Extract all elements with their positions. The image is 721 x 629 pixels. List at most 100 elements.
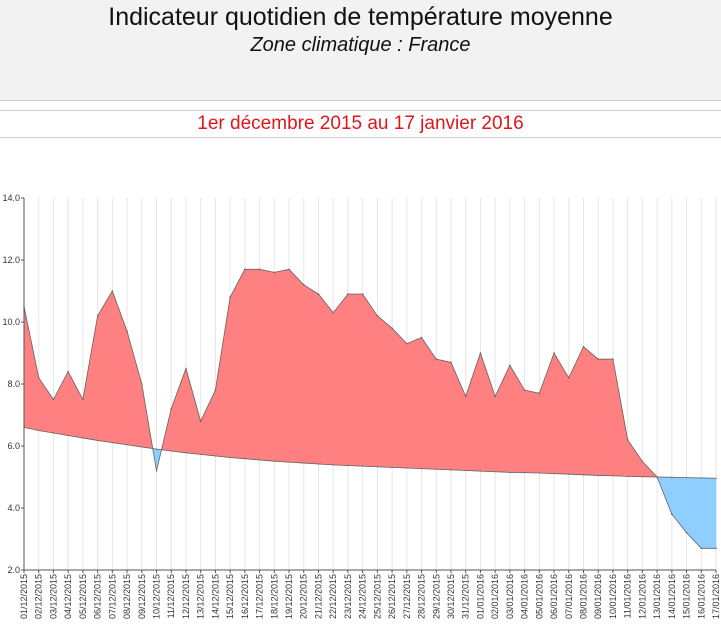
header-band	[0, 0, 721, 101]
normal-point	[465, 469, 467, 472]
x-tick-label: 01/12/2015	[19, 574, 29, 619]
x-tick-label: 12/01/2016	[637, 574, 647, 619]
normal-point	[185, 452, 187, 454]
normal-point	[288, 461, 290, 463]
y-tick-label: 4.0	[7, 503, 20, 513]
y-tick-label: 12.0	[2, 255, 20, 265]
period-band	[0, 110, 721, 138]
area-segment	[435, 358, 452, 471]
normal-point	[671, 476, 673, 478]
x-tick-label: 09/12/2015	[137, 574, 147, 619]
observed-point	[700, 547, 703, 550]
observed-point	[244, 268, 246, 271]
normal-point	[82, 437, 84, 439]
x-tick-label: 16/01/2016	[696, 574, 706, 619]
observed-point	[258, 268, 261, 271]
normal-point	[347, 464, 349, 467]
normal-point	[685, 477, 688, 479]
area-segment	[185, 368, 201, 455]
observed-point	[509, 364, 511, 367]
observed-point	[302, 284, 305, 286]
x-tick-label: 05/12/2015	[78, 574, 88, 619]
normal-point	[273, 460, 275, 462]
observed-point	[464, 395, 467, 398]
y-tick-label: 8.0	[7, 379, 20, 389]
x-tick-label: 04/12/2015	[63, 574, 73, 619]
area-segment	[568, 346, 584, 476]
x-tick-label: 07/01/2016	[564, 574, 574, 619]
x-tick-label: 16/12/2015	[240, 574, 250, 619]
area-segment	[612, 359, 628, 477]
normal-point	[479, 470, 482, 472]
x-tick-label: 03/01/2016	[505, 574, 515, 619]
area-segment	[112, 290, 128, 446]
temperature-chart: 2.0 4.0 6.0 8.0 10.0 12.0 14.0 01/12/2015 02/12/…	[2, 193, 721, 619]
y-tick-label: 14.0	[2, 193, 20, 203]
normal-point	[641, 476, 643, 478]
y-tick-label: 6.0	[7, 441, 20, 451]
observed-point	[553, 352, 555, 354]
observed-point	[361, 293, 364, 295]
observed-point	[420, 336, 423, 339]
normal-temperature-line	[23, 427, 717, 479]
x-tick-label: 29/12/2015	[431, 574, 441, 619]
observed-point	[67, 370, 69, 373]
area-segment	[82, 315, 98, 441]
x-tick-label: 27/12/2015	[402, 574, 412, 619]
observed-point	[523, 389, 526, 391]
x-tick-label: 21/12/2015	[313, 574, 323, 619]
observed-point	[332, 311, 334, 314]
observed-point	[671, 513, 673, 515]
x-tick-label: 02/01/2016	[490, 574, 500, 619]
normal-point	[450, 469, 452, 471]
x-tick-label: 02/12/2015	[34, 574, 44, 619]
observed-point	[82, 398, 84, 401]
x-tick-label: 03/12/2015	[48, 574, 58, 619]
x-tick-label: 14/01/2016	[667, 574, 677, 619]
area-segment	[539, 352, 555, 474]
observed-temperature-line	[23, 268, 716, 549]
observed-point	[317, 293, 320, 295]
observed-point	[567, 377, 570, 379]
normal-point	[612, 475, 614, 477]
observed-point	[199, 420, 202, 422]
observed-point	[641, 460, 644, 463]
area-segment	[126, 331, 143, 448]
observed-point	[52, 398, 55, 401]
x-tick-label: 13/12/2015	[196, 574, 206, 619]
observed-point	[391, 327, 393, 329]
observed-point	[406, 342, 408, 345]
normal-point	[568, 473, 570, 475]
area-segment	[53, 371, 69, 436]
area-segment	[671, 477, 687, 534]
x-tick-label: 31/12/2015	[461, 574, 471, 619]
normal-point	[52, 432, 55, 434]
normal-point	[376, 466, 378, 468]
normal-point	[435, 468, 437, 470]
x-tick-label: 26/12/2015	[387, 574, 397, 619]
normal-point	[391, 466, 393, 468]
area-segment	[406, 337, 422, 469]
area-segment	[583, 346, 599, 476]
observed-point	[494, 395, 496, 398]
observed-point	[37, 377, 40, 379]
area-segment	[332, 293, 349, 466]
observed-point	[538, 392, 541, 395]
x-tick-label: 12/12/2015	[181, 574, 191, 619]
normal-point	[553, 472, 555, 475]
area-segment	[67, 371, 84, 439]
x-tick-label: 15/12/2015	[225, 574, 235, 619]
normal-point	[200, 453, 202, 455]
area-segment	[391, 327, 408, 469]
area-segment	[362, 293, 378, 468]
observed-point	[582, 346, 585, 348]
normal-point	[332, 464, 334, 466]
observed-point	[170, 408, 173, 410]
normal-point	[582, 474, 585, 476]
area-segment	[288, 268, 305, 464]
normal-point	[97, 439, 99, 442]
observed-point	[612, 358, 614, 360]
normal-point	[509, 471, 511, 473]
normal-point	[111, 441, 113, 444]
observed-point	[273, 271, 276, 274]
